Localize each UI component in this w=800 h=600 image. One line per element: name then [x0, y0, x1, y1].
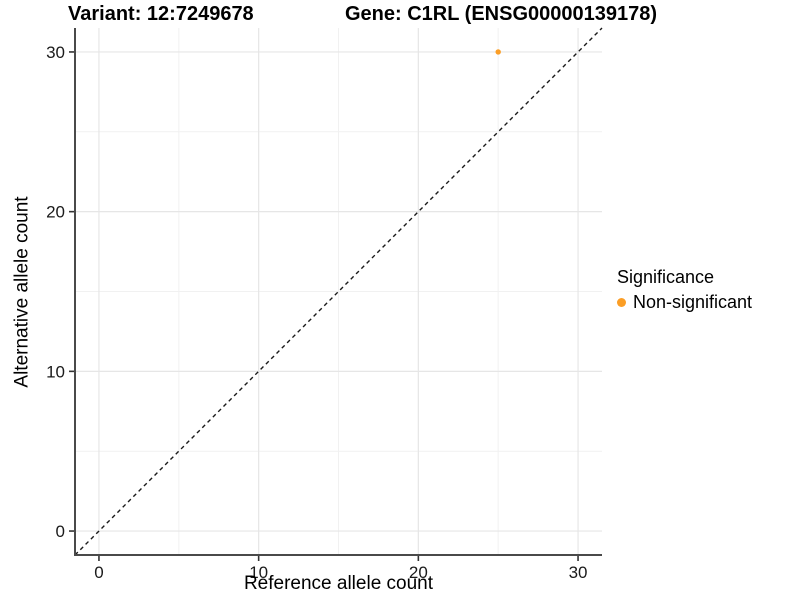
legend-entry-label: Non-significant: [633, 292, 753, 312]
legend-entries: Non-significant: [617, 292, 752, 313]
x-tick-label: 20: [409, 563, 428, 582]
legend-entry: Non-significant: [617, 292, 752, 313]
x-tick-label: 0: [94, 563, 103, 582]
y-tick-label: 20: [46, 203, 65, 222]
legend-title: Significance: [617, 267, 715, 287]
y-axis-title: Alternative allele count: [12, 195, 34, 388]
x-tick-label: 30: [569, 563, 588, 582]
variant-title: Variant: 12:7249678: [68, 3, 254, 25]
y-tick-label: 10: [46, 362, 65, 381]
x-tick-label: 10: [249, 563, 268, 582]
y-tick-label: 30: [46, 43, 65, 62]
data-point: [495, 49, 501, 55]
y-tick-label: 0: [56, 522, 65, 541]
legend: Significance Non-significant: [617, 267, 752, 313]
y-axis-title-wrap: Alternative allele count: [0, 28, 46, 555]
x-axis-title: Reference allele count: [243, 573, 434, 594]
gene-title: Gene: C1RL (ENSG00000139178): [345, 3, 658, 25]
legend-point-icon: [617, 298, 626, 307]
